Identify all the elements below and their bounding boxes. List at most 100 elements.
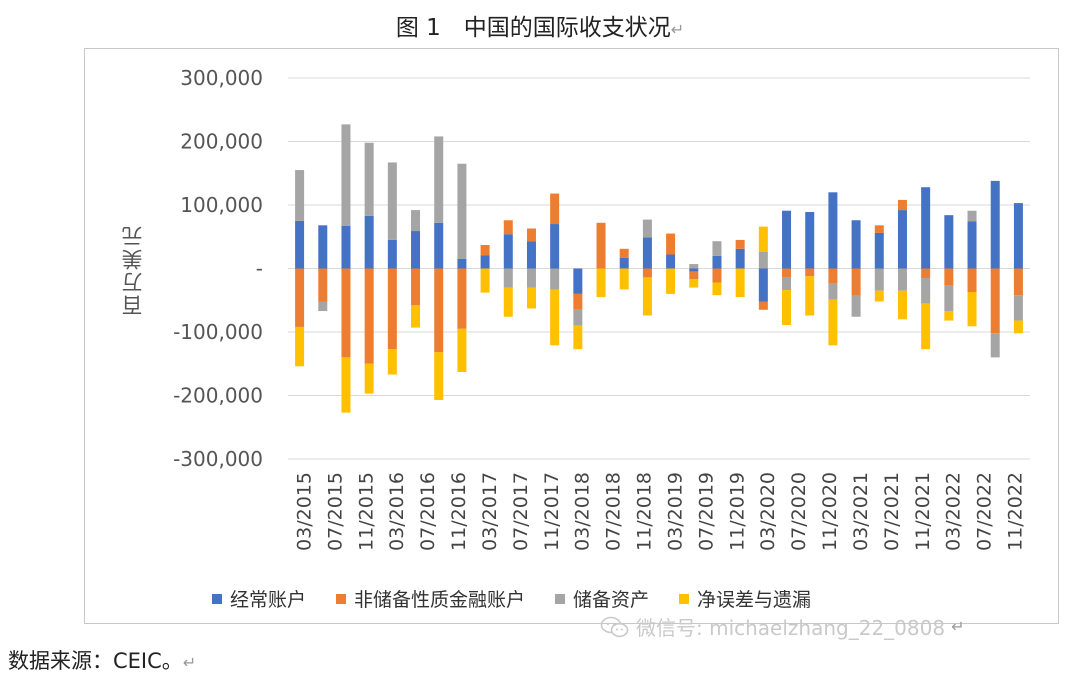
bar-reserve-assets <box>457 163 467 259</box>
legend-item-errors-omissions: 净误差与遗漏 <box>679 585 811 612</box>
bar-current-account <box>480 255 490 269</box>
figure-title-text: 图 1 中国的国际收支状况 <box>395 15 671 41</box>
bar-current-account <box>921 187 931 269</box>
bar-current-account <box>828 192 838 269</box>
bar-reserve-assets <box>689 264 699 269</box>
x-tick-label: 03/2022 <box>943 472 965 551</box>
bar-errors-omissions <box>805 276 815 316</box>
x-tick-label: 07/2018 <box>603 472 625 551</box>
bar-errors-omissions <box>689 279 699 288</box>
bar-errors-omissions <box>573 325 583 350</box>
bar-current-account <box>1013 203 1023 269</box>
bar-reserve-assets <box>503 268 513 288</box>
bar-financial-account <box>689 271 699 280</box>
bar-errors-omissions <box>897 290 907 320</box>
bar-reserve-assets <box>874 268 884 291</box>
bar-current-account <box>364 215 374 269</box>
x-tick-label: 11/2018 <box>634 472 656 551</box>
bar-financial-account <box>782 268 792 278</box>
bar-financial-account <box>619 248 629 258</box>
bar-errors-omissions <box>619 268 629 290</box>
bar-errors-omissions <box>550 289 560 346</box>
bar-current-account <box>619 257 629 269</box>
bar-current-account <box>387 239 397 269</box>
bar-errors-omissions <box>364 363 374 394</box>
bar-current-account <box>689 268 699 272</box>
y-axis-label: 百万美元 <box>121 224 145 316</box>
bar-errors-omissions <box>944 311 954 321</box>
bar-financial-account <box>712 268 722 283</box>
bar-financial-account <box>758 301 768 310</box>
x-tick-label: 07/2015 <box>324 472 346 551</box>
legend-item-current-account: 经常账户 <box>212 585 306 612</box>
bar-financial-account <box>387 268 397 350</box>
figure-title: 图 1 中国的国际收支状况↵ <box>0 8 1080 42</box>
bar-errors-omissions <box>341 357 351 413</box>
bar-financial-account <box>666 233 676 255</box>
y-tick-label: 100,000 <box>180 193 263 217</box>
x-tick-label: 03/2018 <box>572 472 594 551</box>
bar-errors-omissions <box>596 268 606 298</box>
legend-item-reserve-assets: 储备资产 <box>555 585 649 612</box>
bar-reserve-assets <box>642 219 652 238</box>
bar-reserve-assets <box>782 277 792 291</box>
x-tick-label: 03/2020 <box>757 472 779 551</box>
bar-errors-omissions <box>526 287 536 309</box>
bar-reserve-assets <box>341 124 351 226</box>
bar-current-account <box>503 234 513 269</box>
y-tick-label: -100,000 <box>173 320 263 344</box>
bar-current-account <box>550 224 560 269</box>
chart-frame <box>84 48 1059 624</box>
bar-errors-omissions <box>967 291 977 327</box>
legend-swatch-reserve-assets <box>555 593 566 604</box>
legend-label-current-account: 经常账户 <box>230 589 307 611</box>
bar-errors-omissions <box>828 299 838 346</box>
legend-swatch-financial-account <box>336 593 347 604</box>
bar-errors-omissions <box>921 303 931 350</box>
bar-financial-account <box>434 268 444 353</box>
source-note-text: 数据来源：CEIC。 <box>8 649 183 673</box>
bar-current-account <box>457 258 467 269</box>
bar-reserve-assets <box>573 309 583 326</box>
bar-financial-account <box>526 228 536 242</box>
bar-financial-account <box>944 268 954 286</box>
bar-current-account <box>573 268 583 294</box>
bar-current-account <box>851 220 861 269</box>
x-tick-label: 07/2021 <box>881 472 903 551</box>
bar-financial-account <box>735 239 745 249</box>
bar-errors-omissions <box>642 277 652 316</box>
bar-errors-omissions <box>735 268 745 298</box>
watermark-text: 微信号: michaelzhang_22_0808 <box>636 616 946 640</box>
bar-current-account <box>642 237 652 269</box>
bar-errors-omissions <box>758 226 768 252</box>
bar-errors-omissions <box>874 290 884 302</box>
bar-financial-account <box>851 268 861 296</box>
bar-reserve-assets <box>921 278 931 304</box>
bar-reserve-assets <box>411 210 421 232</box>
source-return-mark: ↵ <box>182 653 197 672</box>
x-tick-label: 11/2022 <box>1005 472 1027 551</box>
bar-reserve-assets <box>944 285 954 312</box>
bar-financial-account <box>828 268 838 284</box>
bar-current-account <box>666 254 676 269</box>
x-tick-label: 11/2017 <box>541 472 563 551</box>
bar-errors-omissions <box>712 282 722 296</box>
x-tick-label: 07/2017 <box>510 472 532 551</box>
bar-current-account <box>782 210 792 269</box>
y-tick-label: - <box>256 257 263 281</box>
bar-reserve-assets <box>318 301 328 312</box>
bar-reserve-assets <box>1013 295 1023 321</box>
bar-reserve-assets <box>758 251 768 269</box>
bar-reserve-assets <box>990 333 1000 358</box>
x-tick-label: 11/2021 <box>912 472 934 551</box>
bar-financial-account <box>897 199 907 211</box>
bar-current-account <box>967 221 977 269</box>
bar-current-account <box>805 211 815 269</box>
bar-financial-account <box>295 268 305 327</box>
x-tick-label: 11/2015 <box>355 472 377 551</box>
bar-reserve-assets <box>387 162 397 240</box>
x-tick-label: 07/2022 <box>974 472 996 551</box>
bar-errors-omissions <box>411 305 421 328</box>
bar-current-account <box>944 215 954 269</box>
